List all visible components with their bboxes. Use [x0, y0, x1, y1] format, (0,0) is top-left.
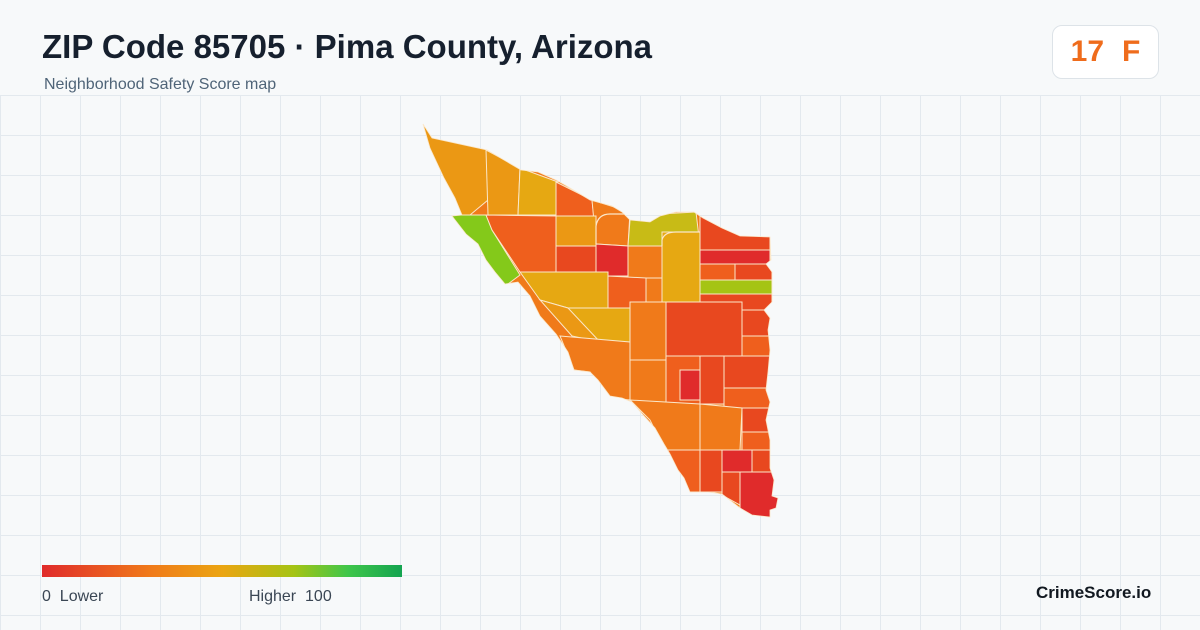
safety-score-badge: 17 F [1052, 25, 1159, 79]
neighborhood-polygon[interactable] [410, 110, 491, 216]
page-title: ZIP Code 85705 · Pima County, Arizona [42, 28, 653, 65]
neighborhood-polygon[interactable] [721, 449, 753, 473]
neighborhood-polygon[interactable] [555, 215, 597, 247]
zip-boundary-outline [422, 123, 779, 518]
neighborhood-polygon[interactable] [517, 167, 559, 216]
neighborhood-polygon[interactable] [741, 309, 773, 337]
legend-gradient-bar [42, 565, 402, 577]
neighborhood-polygon[interactable] [699, 263, 736, 281]
neighborhood-polygon[interactable] [739, 471, 778, 520]
neighborhood-polygon[interactable] [741, 335, 773, 357]
neighborhood-polygon[interactable] [741, 431, 773, 451]
road-curve [595, 213, 700, 246]
neighborhood-polygon[interactable] [699, 403, 743, 451]
neighborhood-polygon[interactable] [628, 399, 701, 451]
neighborhood-polygon[interactable] [627, 245, 663, 279]
neighborhood-polygon[interactable] [699, 249, 771, 265]
neighborhood-polygon[interactable] [595, 243, 629, 277]
neighborhood-polygon[interactable] [721, 471, 741, 506]
legend-high-label: Higher 100 [249, 588, 332, 605]
page-subtitle: Neighborhood Safety Score map [44, 76, 277, 93]
neighborhood-polygon[interactable] [559, 335, 631, 401]
brand-logo-text[interactable]: CrimeScore.io [1036, 583, 1152, 602]
neighborhood-polygon[interactable] [699, 279, 773, 295]
neighborhood-polygon[interactable] [699, 449, 723, 493]
score-value: 17 [1070, 35, 1105, 68]
neighborhood-polygon[interactable] [555, 245, 597, 273]
neighborhood-polygon[interactable] [723, 355, 773, 389]
neighborhood-polygon[interactable] [665, 301, 743, 357]
neighborhood-polygon[interactable] [629, 359, 667, 403]
neighborhood-polygon[interactable] [699, 355, 725, 405]
neighborhood-polygon[interactable] [679, 369, 701, 401]
neighborhood-polygon[interactable] [664, 449, 701, 493]
neighborhood-polygon[interactable] [734, 263, 773, 281]
neighborhood-polygon[interactable] [629, 301, 667, 361]
legend-low-label: 0 Lower [42, 588, 104, 605]
neighborhood-polygon[interactable] [723, 387, 773, 409]
neighborhood-polygon[interactable] [591, 199, 631, 247]
neighborhood-polygon[interactable] [751, 449, 773, 473]
neighborhood-polygon[interactable] [555, 181, 595, 219]
neighborhood-polygon[interactable] [699, 213, 771, 251]
neighborhood-polygon[interactable] [661, 231, 701, 303]
score-grade: F [1122, 35, 1141, 68]
